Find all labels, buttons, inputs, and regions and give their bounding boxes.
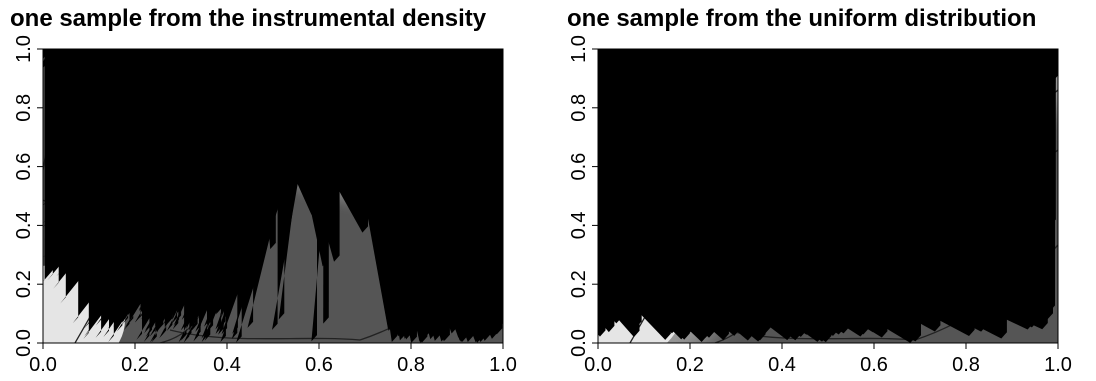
- y-tick-label: 0.6: [568, 153, 590, 181]
- sample-point: [598, 49, 956, 158]
- y-axis: [592, 48, 599, 344]
- x-tick-label: 0.8: [952, 354, 980, 376]
- x-axis: [597, 342, 1059, 349]
- panel-instrumental: one sample from the instrumental density: [10, 5, 517, 376]
- y-tick-label: 0.0: [13, 329, 35, 357]
- sample-point: [114, 49, 131, 140]
- y-tick-label: 0.2: [568, 270, 590, 298]
- sample-point: [43, 49, 49, 67]
- x-tick-labels: 0.0 0.2 0.4 0.6 0.8 1.0: [584, 354, 1072, 376]
- y-tick-label: 0.0: [568, 329, 590, 357]
- panel-uniform: one sample from the uniform distribution: [567, 5, 1072, 376]
- y-tick-label: 0.8: [13, 94, 35, 122]
- sample-points: [598, 49, 1058, 343]
- chart-title: one sample from the instrumental density: [10, 5, 487, 32]
- y-tick-label: 0.8: [568, 94, 590, 122]
- x-tick-label: 0.4: [213, 354, 241, 376]
- y-tick-labels: 0.0 0.2 0.4 0.6 0.8 1.0: [568, 35, 590, 357]
- x-axis: [42, 342, 504, 349]
- sample-point: [134, 49, 295, 323]
- x-tick-label: 0.8: [397, 354, 425, 376]
- y-tick-label: 1.0: [13, 35, 35, 63]
- x-tick-label: 1.0: [489, 354, 517, 376]
- x-tick-label: 0.0: [584, 354, 612, 376]
- x-tick-label: 0.2: [121, 354, 149, 376]
- sample-point: [43, 49, 48, 65]
- sample-point: [278, 49, 487, 223]
- y-axis: [37, 48, 44, 344]
- x-tick-label: 0.2: [676, 354, 704, 376]
- chart-title: one sample from the uniform distribution: [567, 5, 1036, 32]
- y-tick-label: 1.0: [568, 35, 590, 63]
- y-tick-label: 0.4: [13, 211, 35, 239]
- x-tick-label: 1.0: [1044, 354, 1072, 376]
- x-tick-labels: 0.0 0.2 0.4 0.6 0.8 1.0: [29, 354, 517, 376]
- sample-point: [272, 49, 322, 330]
- y-tick-label: 0.6: [13, 153, 35, 181]
- sample-points: [43, 49, 503, 343]
- x-tick-label: 0.4: [768, 354, 796, 376]
- y-tick-labels: 0.0 0.2 0.4 0.6 0.8 1.0: [13, 35, 35, 357]
- x-tick-label: 0.6: [305, 354, 333, 376]
- x-tick-label: 0.6: [860, 354, 888, 376]
- y-tick-label: 0.4: [568, 211, 590, 239]
- y-tick-label: 0.2: [13, 270, 35, 298]
- contour-line: [169, 329, 361, 341]
- x-tick-label: 0.0: [29, 354, 57, 376]
